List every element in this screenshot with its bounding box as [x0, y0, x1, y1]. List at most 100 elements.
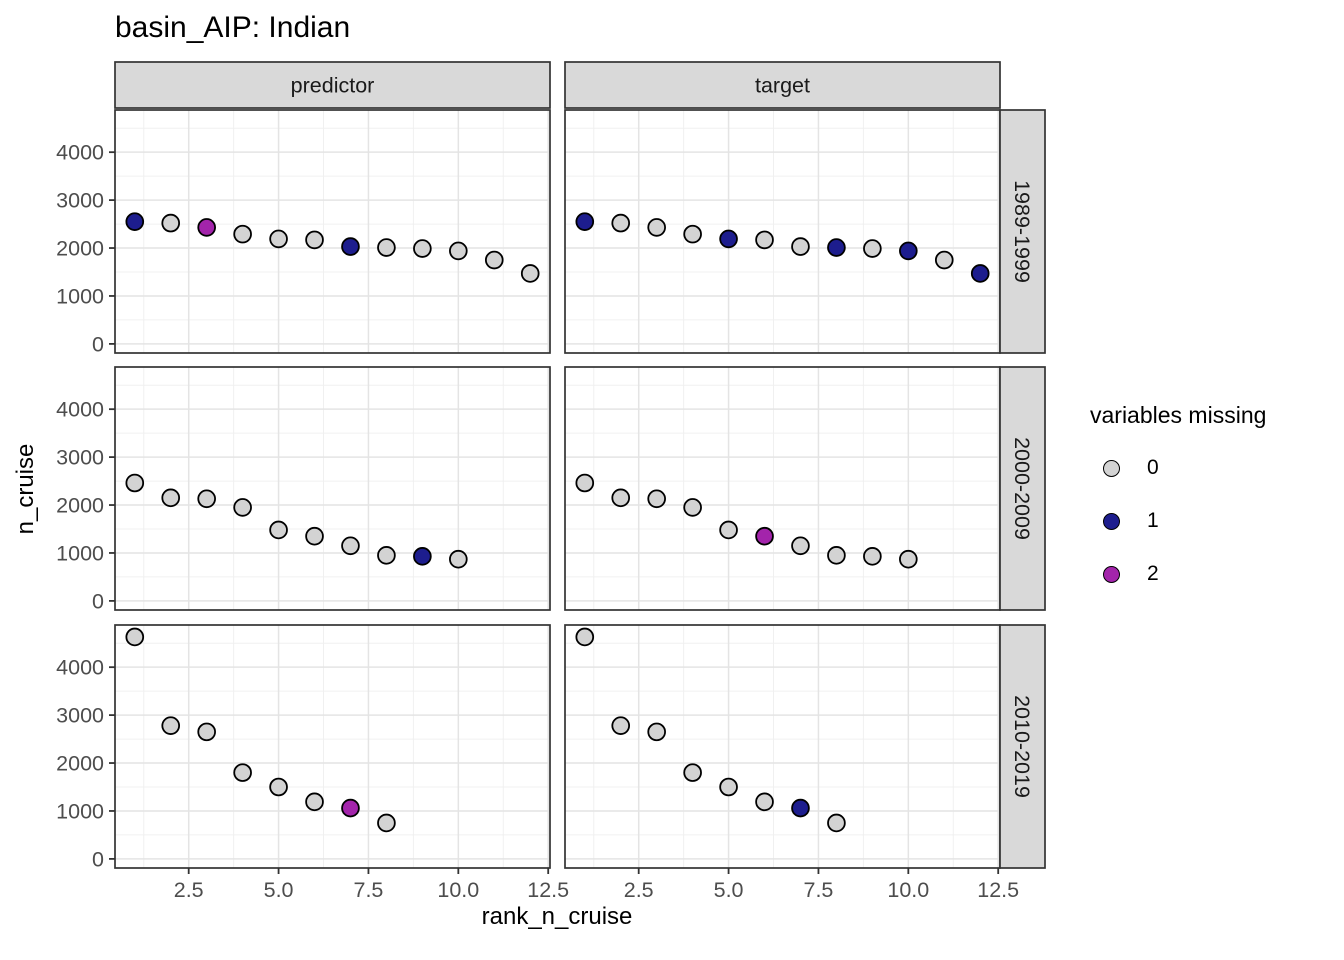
y-tick-label: 2000	[56, 752, 104, 776]
x-tick-label: 7.5	[804, 878, 834, 902]
data-point	[484, 250, 504, 270]
y-tick-label: 3000	[56, 189, 104, 213]
data-point	[611, 213, 631, 233]
data-point	[413, 547, 432, 566]
data-point	[341, 536, 360, 556]
x-tick-label: 10.0	[887, 878, 929, 902]
data-point	[575, 627, 595, 647]
facet-strip-top-label: predictor	[291, 74, 375, 98]
data-point	[269, 520, 288, 540]
legend: variables missing 0 1 2	[1090, 402, 1266, 615]
data-point	[827, 238, 846, 257]
data-point	[970, 264, 990, 283]
data-point	[449, 241, 468, 261]
x-tick-label: 12.5	[527, 878, 569, 902]
data-point	[125, 212, 145, 231]
legend-key-icon	[1103, 512, 1120, 530]
data-point	[683, 498, 702, 517]
data-point	[719, 520, 738, 540]
facet-strip-top-label: target	[755, 74, 810, 98]
facet-strip-right	[999, 624, 1046, 869]
data-point	[827, 813, 846, 833]
facet-panel-bg	[565, 367, 1000, 610]
data-point	[755, 230, 774, 250]
data-point	[233, 498, 252, 517]
y-axis-title: n_cruise	[12, 443, 39, 535]
legend-title: variables missing	[1090, 402, 1267, 428]
facet-strip-right	[999, 366, 1046, 611]
legend-entries: 0 1 2	[1090, 456, 1266, 586]
data-point	[377, 238, 396, 257]
facet-panel-border	[114, 624, 551, 869]
y-tick-label: 2000	[56, 494, 104, 518]
x-tick-label: 5.0	[714, 878, 744, 902]
data-point	[269, 229, 288, 249]
facet-panel-border	[114, 366, 551, 611]
facet-strip-right-label: 2000-2009	[1010, 437, 1034, 540]
y-tick-label: 1000	[56, 541, 104, 565]
data-point	[125, 473, 145, 493]
data-point	[647, 489, 666, 509]
facet-strip-top	[114, 61, 551, 109]
data-point	[827, 546, 846, 565]
data-point	[755, 526, 774, 546]
data-point	[377, 546, 396, 565]
legend-label: 0	[1147, 456, 1159, 479]
data-point	[161, 488, 181, 508]
y-tick-label: 2000	[56, 237, 104, 261]
data-point	[863, 547, 882, 566]
data-point	[233, 763, 252, 782]
y-tick-label: 3000	[56, 704, 104, 728]
data-point	[899, 241, 918, 261]
data-point	[233, 224, 252, 244]
y-tick-label: 3000	[56, 446, 104, 470]
data-point	[161, 213, 181, 233]
legend-label: 2	[1147, 562, 1159, 585]
data-point	[377, 813, 396, 833]
data-point	[791, 536, 810, 556]
legend-entry: 0	[1090, 456, 1266, 480]
data-point	[269, 777, 288, 797]
facet-panel-bg	[115, 110, 550, 353]
x-tick-label: 10.0	[437, 878, 479, 902]
data-point	[341, 798, 360, 818]
data-point	[197, 722, 216, 742]
data-point	[341, 237, 360, 256]
data-point	[197, 218, 216, 237]
data-point	[647, 722, 666, 742]
facet-panel-border	[114, 109, 551, 354]
data-point	[683, 763, 702, 782]
data-point	[575, 473, 595, 493]
x-tick-label: 7.5	[354, 878, 384, 902]
data-point	[791, 237, 810, 256]
data-point	[899, 549, 918, 569]
data-point	[575, 212, 595, 231]
y-tick-label: 0	[92, 847, 104, 871]
data-point	[791, 798, 810, 818]
legend-key-icon	[1103, 565, 1120, 583]
data-point	[647, 218, 666, 237]
data-point	[934, 250, 954, 270]
y-tick-label: 1000	[56, 799, 104, 823]
facet-strip-top	[564, 61, 1001, 109]
legend-entry: 1	[1090, 509, 1266, 533]
data-point	[305, 526, 324, 546]
data-point	[611, 716, 631, 735]
data-point	[611, 488, 631, 508]
data-point	[305, 230, 324, 250]
data-point	[719, 229, 738, 249]
data-point	[863, 239, 882, 258]
y-tick-label: 1000	[56, 284, 104, 308]
x-tick-label: 2.5	[624, 878, 654, 902]
y-tick-label: 4000	[56, 656, 104, 680]
x-tick-label: 5.0	[264, 878, 294, 902]
data-point	[755, 792, 774, 812]
facet-panel-bg	[565, 110, 1000, 353]
data-point	[197, 489, 216, 509]
data-point	[719, 777, 738, 797]
data-point	[520, 264, 540, 283]
facet-strip-right-label: 2010-2019	[1010, 695, 1034, 798]
x-axis-title: rank_n_cruise	[481, 903, 633, 930]
data-point	[161, 716, 181, 735]
